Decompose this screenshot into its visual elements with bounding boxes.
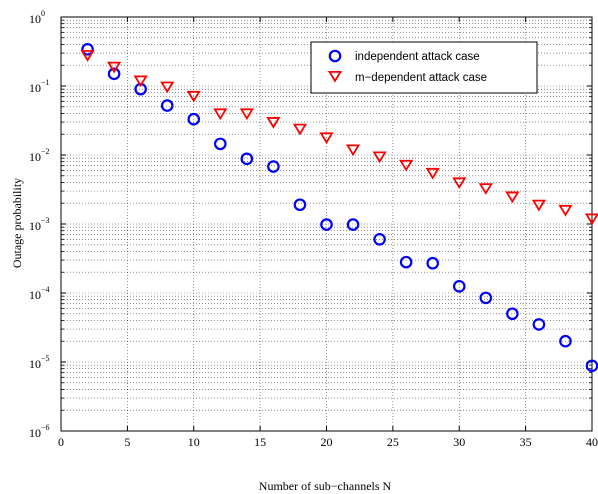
y-tick-base: 10	[29, 150, 41, 164]
data-point	[452, 280, 466, 293]
y-tick-base: 10	[29, 426, 41, 440]
data-point	[186, 90, 201, 103]
y-tick-label-0: 10 −6	[29, 423, 50, 440]
x-tick-label-8: 40	[586, 435, 598, 449]
data-point	[292, 123, 308, 136]
y-tick-exponent: −3	[41, 216, 50, 225]
x-tick-label-2: 10	[188, 435, 200, 449]
data-point	[266, 117, 281, 129]
data-point	[452, 177, 467, 190]
series-1	[80, 50, 598, 226]
legend-circle-marker	[328, 49, 342, 63]
legend-label-dependent: m−dependent attack case	[355, 72, 487, 84]
data-point	[532, 318, 546, 331]
x-tick-label-3: 15	[254, 435, 266, 449]
data-point	[81, 43, 94, 56]
data-point	[584, 213, 598, 226]
data-point	[425, 167, 440, 180]
data-point	[559, 334, 572, 348]
y-tick-exponent: 0	[41, 9, 45, 18]
data-point	[373, 233, 386, 246]
y-tick-base: 10	[29, 12, 41, 26]
data-point	[107, 61, 122, 74]
y-tick-base: 10	[29, 81, 41, 95]
data-point	[399, 255, 413, 269]
data-point	[293, 198, 307, 212]
data-point	[531, 199, 546, 212]
x-tick-label-0: 0	[58, 435, 64, 449]
data-point	[133, 75, 148, 88]
y-tick-base: 10	[29, 357, 41, 371]
data-point	[346, 218, 360, 231]
data-point	[160, 81, 175, 94]
y-axis-label: Outage probability	[10, 178, 24, 268]
y-tick-label-6: 10 0	[29, 9, 45, 26]
data-point	[585, 359, 598, 373]
legend: independent attack case m−dependent atta…	[310, 41, 538, 94]
y-tick-exponent: −2	[41, 147, 50, 156]
axis-ticks	[60, 16, 593, 432]
data-point	[214, 137, 227, 151]
data-point	[239, 108, 254, 121]
legend-marker-dependent	[327, 70, 343, 83]
x-tick-label-7: 35	[520, 435, 532, 449]
data-point	[319, 132, 334, 145]
y-tick-exponent: −1	[41, 78, 50, 87]
y-tick-label-3: 10 −3	[29, 216, 50, 233]
x-tick-label-5: 25	[387, 435, 399, 449]
data-point	[240, 152, 254, 166]
data-point	[107, 67, 121, 81]
data-point	[320, 218, 333, 231]
data-point	[558, 204, 573, 217]
x-tick-label-6: 30	[453, 435, 465, 449]
legend-label-independent: independent attack case	[355, 51, 480, 63]
y-tick-exponent: −4	[41, 285, 50, 294]
data-point	[399, 159, 414, 172]
data-point	[213, 108, 228, 121]
legend-box	[310, 41, 538, 94]
y-tick-label-1: 10 −5	[29, 354, 50, 371]
y-tick-label-2: 10 −4	[29, 285, 50, 302]
data-point	[505, 191, 520, 204]
x-axis-label: Number of sub−channels N	[259, 479, 392, 493]
data-point	[187, 112, 201, 126]
x-tick-label-4: 20	[321, 435, 333, 449]
data-point	[478, 183, 493, 195]
data-point	[80, 50, 95, 62]
y-tick-exponent: −6	[41, 423, 50, 432]
y-tick-label-5: 10 −1	[29, 78, 50, 95]
y-tick-label-4: 10 −2	[29, 147, 50, 164]
data-point	[345, 144, 361, 157]
y-tick-base: 10	[29, 288, 41, 302]
data-point	[479, 291, 493, 305]
data-point	[160, 99, 174, 112]
legend-marker-independent	[328, 49, 342, 63]
data-point	[267, 160, 280, 173]
y-tick-exponent: −5	[41, 354, 50, 363]
data-point	[426, 256, 439, 270]
x-tick-label-1: 5	[124, 435, 130, 449]
y-tick-base: 10	[29, 219, 41, 233]
x-tick-labels: 0 5 10 15 20 25 30 35 40	[58, 435, 598, 449]
legend-triangle-marker	[327, 70, 343, 83]
data-series	[80, 43, 598, 373]
data-point	[506, 307, 519, 321]
data-point	[372, 151, 387, 164]
